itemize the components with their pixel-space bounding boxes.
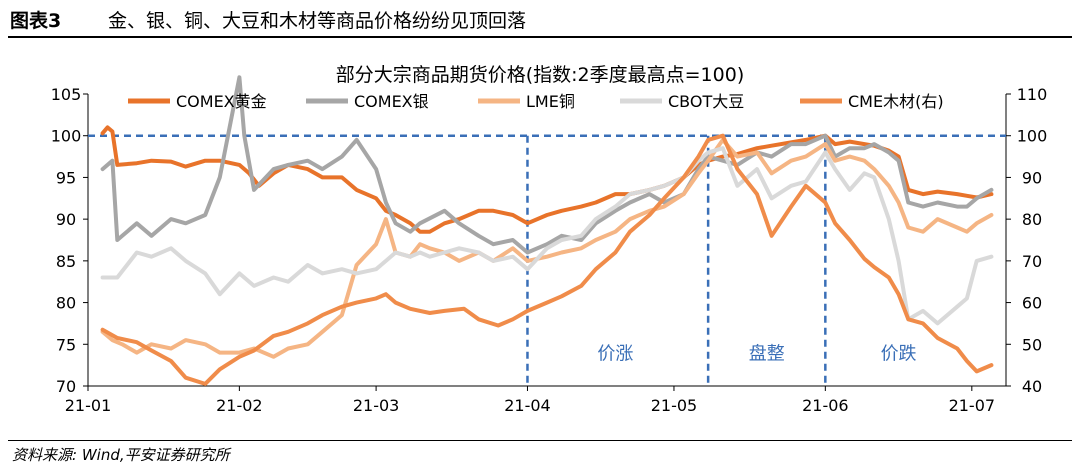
line-chart: 70 75 80 85 90 95 100 105 40 50 60 70 80 90 100 110 21-0… <box>51 75 1048 415</box>
y-right-tick-label: 100 <box>1017 127 1048 146</box>
legend-label: CME木材(右) <box>848 92 944 111</box>
figure-title: 金、银、铜、大豆和木材等商品价格纷纷见顶回落 <box>108 10 527 32</box>
y-left-tick-label: 75 <box>56 335 76 354</box>
footer-rule <box>8 440 1072 441</box>
y-left-tick-label: 105 <box>51 85 82 104</box>
series-line <box>100 146 994 326</box>
chart-area: 部分大宗商品期货价格(指数:2季度最高点=100) 70 75 80 85 90 95 10… <box>0 40 1080 440</box>
phase-label: 价涨 <box>597 344 633 365</box>
y-right-tick-label: 110 <box>1017 85 1048 104</box>
x-tick-label: 21-01 <box>65 396 112 415</box>
x-tick-label: 21-02 <box>216 396 263 415</box>
y-left-tick-label: 70 <box>56 377 76 396</box>
chart-title: 部分大宗商品期货价格(指数:2季度最高点=100) <box>335 64 745 86</box>
x-tick-label: 21-07 <box>949 396 996 415</box>
source-note: 资料来源: Wind,平安证券研究所 <box>12 446 230 464</box>
series-line <box>100 75 994 255</box>
legend-label: CBOT大豆 <box>668 92 744 111</box>
x-tick-label: 21-04 <box>504 396 551 415</box>
y-left-tick-label: 100 <box>51 127 82 146</box>
figure-header: 图表3 金、银、铜、大豆和木材等商品价格纷纷见顶回落 <box>0 0 1080 38</box>
series-line <box>100 133 994 386</box>
x-tick-label: 21-03 <box>353 396 400 415</box>
header-rule <box>8 36 1072 38</box>
y-left-tick-label: 90 <box>56 210 76 229</box>
y-right-tick-label: 50 <box>1022 335 1042 354</box>
x-tick-label: 21-05 <box>651 396 698 415</box>
y-right-tick-label: 90 <box>1022 168 1042 187</box>
figure-label: 图表3 <box>10 10 62 32</box>
legend-label: LME铜 <box>526 92 575 111</box>
y-left-tick-label: 85 <box>56 252 76 271</box>
phase-label: 盘整 <box>749 344 785 365</box>
y-right-tick-label: 80 <box>1022 210 1042 229</box>
figure-footer: 资料来源: Wind,平安证券研究所 <box>8 440 1072 470</box>
y-left-tick-label: 95 <box>56 168 76 187</box>
y-right-tick-label: 60 <box>1022 294 1042 313</box>
phase-label: 价跌 <box>881 344 917 365</box>
series-line <box>100 125 994 234</box>
y-left-tick-label: 80 <box>56 294 76 313</box>
y-right-tick-label: 70 <box>1022 252 1042 271</box>
legend-label: COMEX黄金 <box>176 92 267 111</box>
legend-label: COMEX银 <box>354 92 429 111</box>
y-right-tick-label: 40 <box>1022 377 1042 396</box>
series-line <box>100 137 994 359</box>
x-tick-label: 21-06 <box>802 396 849 415</box>
